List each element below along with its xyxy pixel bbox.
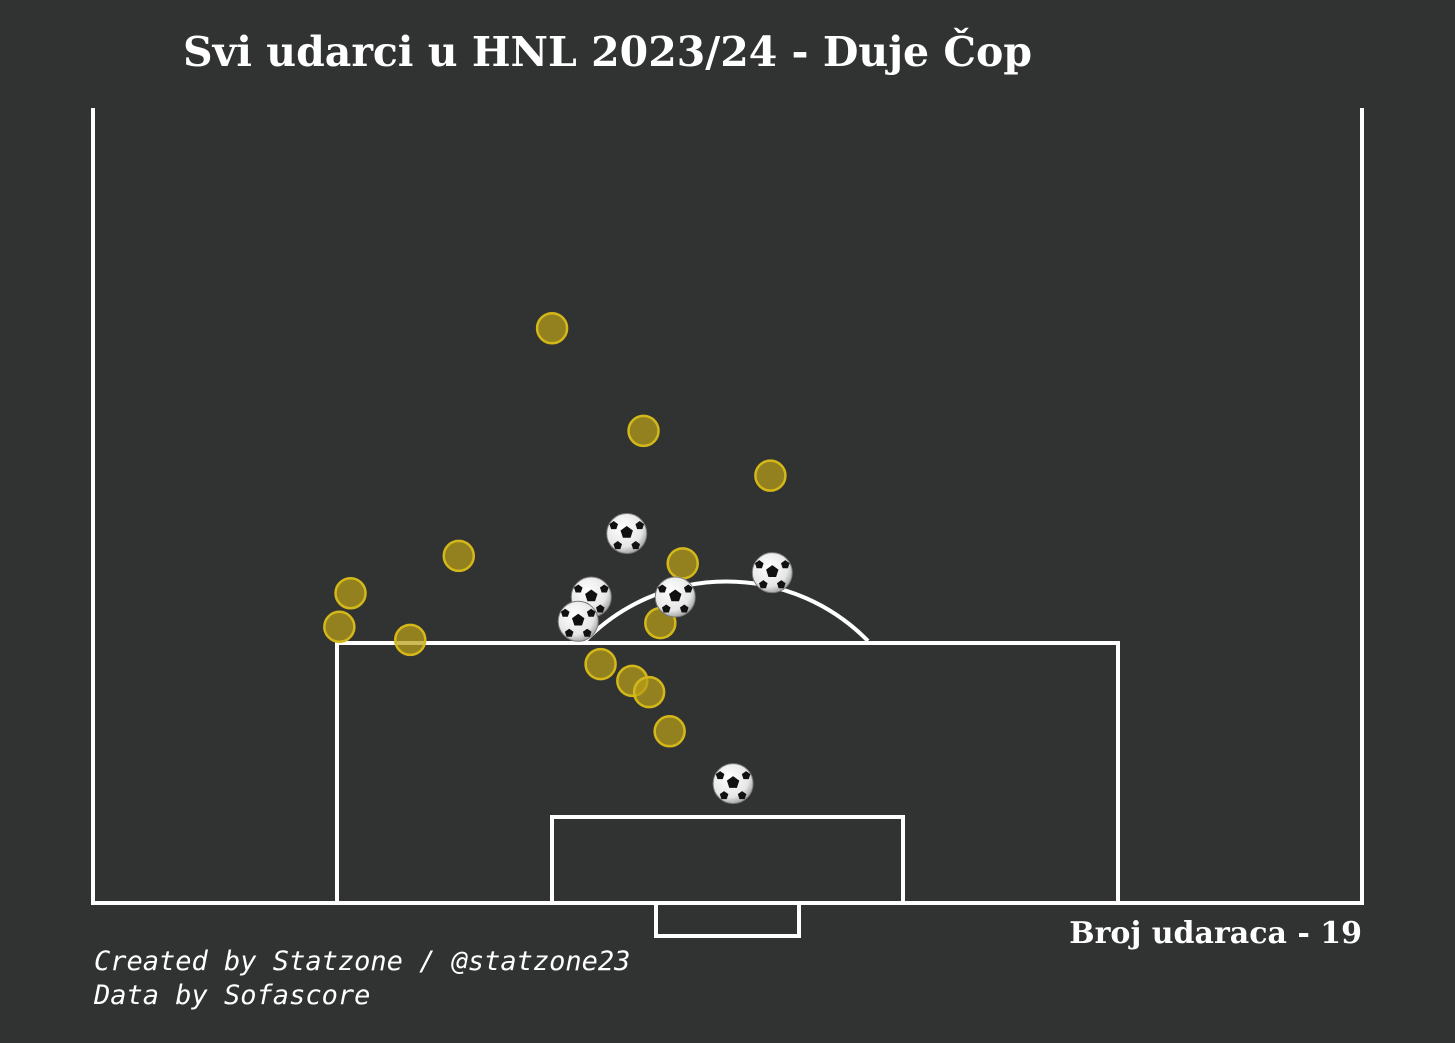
shot-marker <box>323 610 356 644</box>
shot-marker <box>394 623 427 657</box>
shot-count-label: Broj udaraca - 19 <box>1069 916 1362 951</box>
six-yard-box <box>550 815 905 905</box>
shot-marker <box>535 311 569 345</box>
shot-marker <box>653 715 686 748</box>
shot-marker <box>627 414 660 448</box>
shot-marks <box>323 311 793 805</box>
goal <box>654 901 801 938</box>
shot-marker <box>334 576 367 610</box>
pitch-markings <box>91 108 1364 938</box>
shot-marker <box>666 547 699 580</box>
credit-data-source: Data by Sofascore <box>94 980 371 1011</box>
credit-created-by: Created by Statzone / @statzone23 <box>94 946 631 977</box>
chart-title: Svi udarci u HNL 2023/24 - Duje Čop <box>183 28 1033 76</box>
goal-ball-marker <box>712 763 754 805</box>
goal-ball-marker <box>557 600 599 642</box>
goal-ball-marker <box>606 512 648 554</box>
goal-ball-marker <box>654 576 696 618</box>
shot-marker <box>632 675 666 709</box>
shot-marker <box>754 459 787 492</box>
goal-ball-marker <box>751 552 793 594</box>
penalty-arc <box>583 579 870 643</box>
shot-marker <box>442 539 476 573</box>
shot-marker <box>584 647 617 681</box>
